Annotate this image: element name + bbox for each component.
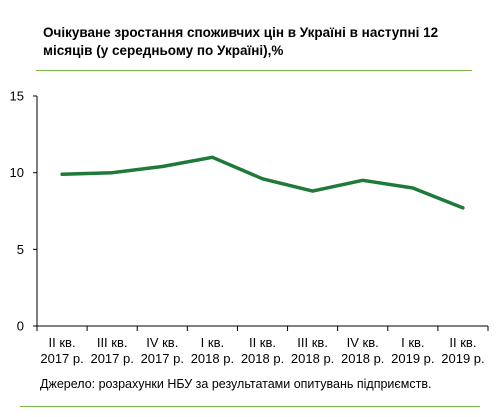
data-point [411,186,415,190]
x-tick-label: III кв. 2018 р. [291,335,334,366]
series-layer [60,155,465,210]
source-divider [20,406,480,407]
data-point [110,171,114,175]
chart-title: Очікуване зростання споживчих цін в Укра… [43,25,439,58]
x-tick-label: III кв. 2017 р. [90,335,133,366]
data-point [311,189,315,193]
data-point [210,155,214,159]
x-tick-label: I кв. 2018 р. [191,335,234,366]
y-tick-label: 5 [17,242,24,257]
series-line [60,155,465,210]
x-tick-label: I кв. 2019 р. [391,335,434,366]
chart-axes [36,96,488,327]
y-axis-ticks: 0 5 10 15 [10,89,37,334]
x-tick-label: II кв. 2018 р. [241,335,284,366]
x-axis-ticks: II кв. 2017 р.III кв. 2017 р. IV кв. 2017 р.… [36,326,489,366]
x-tick-label: IV кв. 2018 р. [341,335,384,366]
y-tick-label: 10 [10,165,24,180]
y-tick-label: 15 [10,89,24,104]
data-point [261,177,264,181]
title-divider [36,70,472,71]
data-point [160,165,164,169]
y-tick-label: 0 [17,319,24,334]
source-note: Джерело: розрахунки НБУ за результатами … [40,377,432,391]
x-tick-label: II кв. 2019 р. [441,335,484,366]
data-point [60,172,64,176]
x-tick-label: IV кв. 2017 р. [141,335,184,366]
data-point [461,206,465,210]
x-tick-label: II кв. 2017 р. [40,335,83,366]
data-point [361,178,365,182]
